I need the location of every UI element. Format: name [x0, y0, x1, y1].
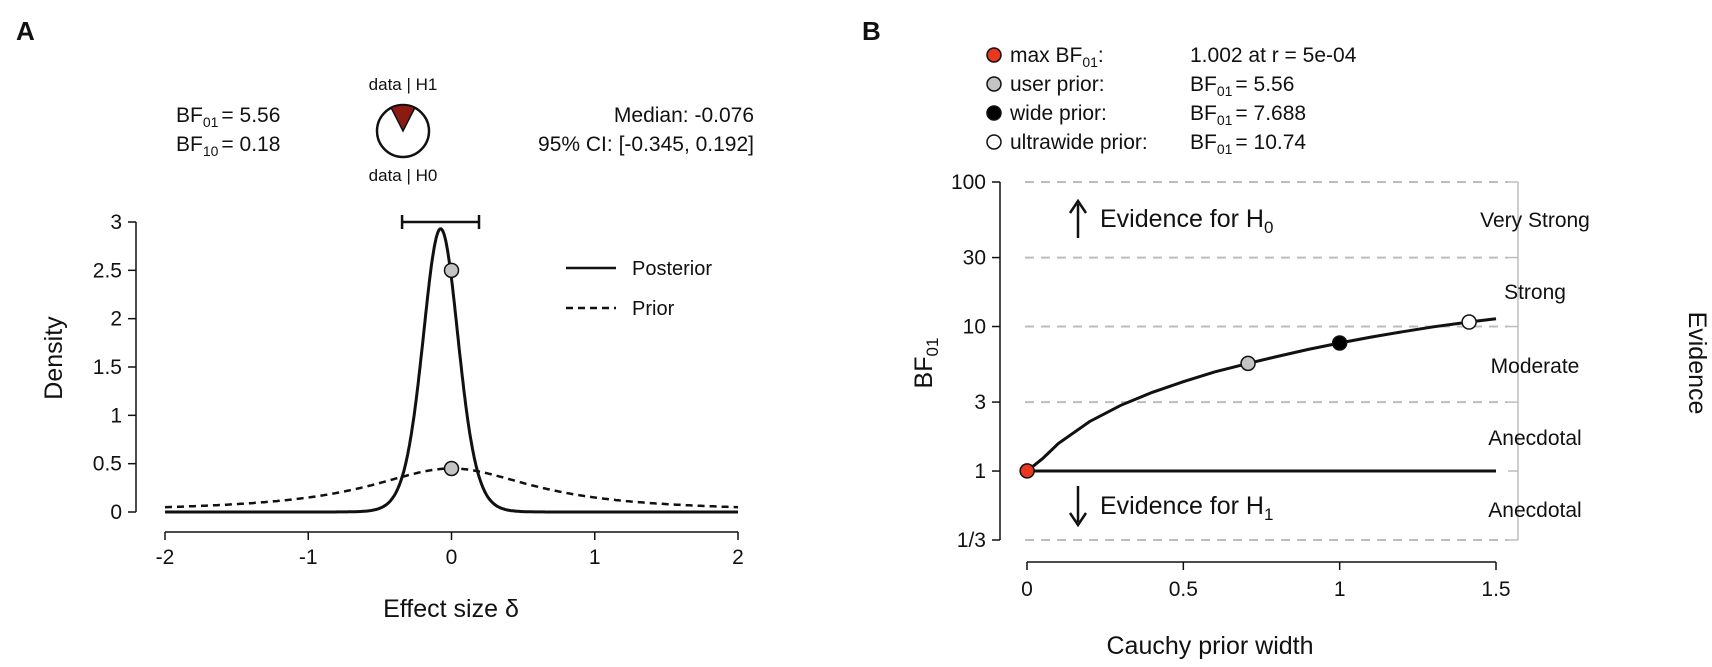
- legend-ultrawide-marker: [986, 134, 1002, 150]
- panel-label-a: A: [16, 16, 35, 46]
- posterior-curve: [165, 227, 738, 514]
- ci-stat: 95% CI: [-0.345, 0.192]: [538, 133, 754, 156]
- pie-bottom-label: data | H0: [369, 166, 438, 185]
- y-tick-label-b: 1: [974, 460, 986, 483]
- category-moderate: Moderate: [1491, 355, 1580, 378]
- wide-prior-point: [1331, 335, 1348, 351]
- posterior-at-zero: [443, 262, 460, 279]
- y-tick-label-b: 100: [951, 171, 986, 194]
- user-prior-point: [1240, 355, 1256, 372]
- arrow-down-icon: [1068, 486, 1088, 528]
- legend-user-label: user prior:: [1010, 73, 1105, 96]
- legend-posterior-label: Posterior: [632, 258, 712, 280]
- robustness-curve: [1026, 317, 1497, 473]
- x-tick-label-b: 0.5: [1169, 578, 1198, 601]
- y-tick-label-a: 0: [110, 501, 122, 524]
- y-tick-label-a: 2.5: [93, 259, 122, 282]
- x-tick-label-a: 1: [589, 546, 601, 569]
- points-b: [1019, 314, 1477, 479]
- category-very-strong: Very Strong: [1480, 209, 1590, 232]
- legend-user-marker: [986, 76, 1002, 92]
- xlabel-b: Cauchy prior width: [1106, 632, 1313, 660]
- credible-interval-bar: [400, 215, 481, 229]
- x-tick-label-b: 1: [1334, 578, 1346, 601]
- median-stat: Median: -0.076: [614, 104, 754, 127]
- panel-label-b: B: [862, 16, 881, 46]
- y-tick-label-b: 3: [974, 391, 986, 414]
- category-anecdotal-h1: Anecdotal: [1488, 499, 1581, 522]
- evidence-h0-label: Evidence for H0: [1100, 205, 1273, 237]
- y-tick-label-a: 2: [110, 308, 122, 331]
- arrow-up-icon: [1068, 198, 1088, 238]
- legend-user-value: BF01 = 5.56: [1190, 73, 1294, 99]
- prior-at-zero: [443, 460, 460, 477]
- legend-b: max BF01: 1.002 at r = 5e-04 user prior:…: [986, 44, 1357, 157]
- ylabel-b: BF01: [910, 338, 942, 389]
- axes-b: 100 30 10 3 1 1/3 0 0.5 1 1.5: [951, 171, 1519, 601]
- x-tick-label-a: -2: [156, 546, 175, 569]
- axes-a: 0 0.5 1 1.5 2 2.5 3 -2 -1 0 1 2: [93, 211, 744, 569]
- x-tick-label-a: 0: [446, 546, 458, 569]
- y-tick-label-a: 1.5: [93, 356, 122, 379]
- y-tick-label-a: 3: [110, 211, 122, 234]
- legend-max-marker: [986, 47, 1002, 63]
- legend-ultrawide-label: ultrawide prior:: [1010, 131, 1148, 154]
- ylabel-a: Density: [40, 316, 68, 400]
- x-tick-label-a: 2: [732, 546, 744, 569]
- max-bf-point: [1019, 463, 1035, 479]
- xlabel-a: Effect size δ: [383, 595, 519, 623]
- legend-ultrawide-value: BF01 = 10.74: [1190, 131, 1306, 157]
- ultrawide-prior-point: [1461, 314, 1477, 330]
- y-tick-label-a: 1: [110, 404, 122, 427]
- legend-max-label: max BF01:: [1010, 44, 1104, 70]
- y-tick-label-b: 30: [963, 247, 986, 270]
- evidence-h1-label: Evidence for H1: [1100, 492, 1273, 524]
- x-tick-label-b: 1.5: [1481, 578, 1510, 601]
- x-tick-label-b: 0: [1021, 578, 1033, 601]
- legend-wide-value: BF01 = 7.688: [1190, 102, 1306, 128]
- points-a: [443, 262, 460, 477]
- y-tick-label-a: 0.5: [93, 453, 122, 476]
- pie-slice-h1: [390, 104, 416, 133]
- category-strong: Strong: [1504, 281, 1566, 304]
- x-tick-label-a: -1: [299, 546, 318, 569]
- legend-prior-label: Prior: [632, 298, 675, 320]
- y-tick-label-b: 1/3: [957, 529, 986, 552]
- legend-max-value: 1.002 at r = 5e-04: [1190, 44, 1357, 67]
- bf10-stat: BF10 = 0.18: [176, 133, 280, 159]
- category-anecdotal-h0: Anecdotal: [1488, 427, 1581, 450]
- legend-wide-marker: [986, 105, 1002, 121]
- y-tick-label-b: 10: [963, 316, 986, 339]
- pie-top-label: data | H1: [369, 75, 438, 94]
- legend-wide-label: wide prior:: [1009, 102, 1107, 125]
- bf01-stat: BF01 = 5.56: [176, 104, 280, 130]
- right-label-evidence: Evidence: [1683, 312, 1711, 415]
